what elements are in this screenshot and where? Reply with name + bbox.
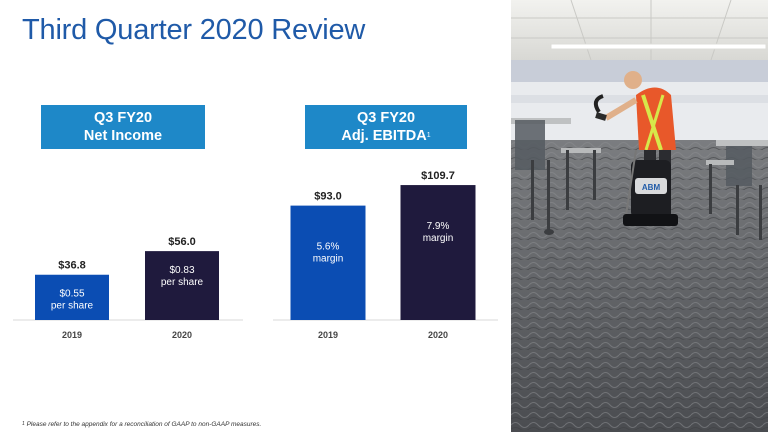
ebitda-inner-label: 5.6% [317, 242, 340, 253]
net-income-inner-label: per share [161, 277, 204, 288]
ebitda-value-label: $109.7 [421, 170, 455, 182]
ebitda-category-label: 2019 [318, 330, 338, 340]
desks-left [511, 118, 601, 235]
janitor-photo: ABM [511, 0, 768, 432]
ebitda-inner-label: 7.9% [427, 221, 450, 232]
footnote: 1 Please refer to the appendix for a rec… [22, 421, 261, 428]
ebitda-header-line2: Adj. EBITDA1 [341, 127, 430, 145]
net-income-bar-2019 [35, 274, 109, 320]
slide-title: Third Quarter 2020 Review [22, 14, 366, 46]
ebitda-value-label: $93.0 [314, 191, 342, 203]
net-income-inner-label: $0.55 [59, 289, 84, 300]
net-income-inner-label: $0.83 [169, 265, 194, 276]
net-income-header-line1: Q3 FY20 [93, 110, 153, 126]
net-income-category-label: 2020 [172, 330, 192, 340]
ebitda-header: Q3 FY20 Adj. EBITDA1 [305, 105, 467, 149]
photo-badge: ABM [642, 183, 661, 192]
net-income-header-line2: Net Income [83, 128, 163, 144]
desks-right [706, 140, 768, 240]
net-income-header: Q3 FY20 Net Income [41, 105, 205, 149]
ebitda-inner-label: margin [313, 254, 344, 265]
ceiling [511, 0, 768, 60]
net-income-value-label: $56.0 [168, 236, 196, 248]
ebitda-header-label: Adj. EBITDA [341, 128, 427, 144]
ebitda-bar-2020 [400, 185, 476, 320]
footnote-marker: 1 [22, 421, 25, 427]
footnote-marker: 1 [426, 132, 431, 139]
net-income-inner-label: per share [51, 301, 94, 312]
ebitda-bar-2019 [290, 205, 366, 320]
ebitda-inner-label: margin [423, 233, 454, 244]
net-income-bar-2020 [145, 251, 219, 320]
ebitda-header-line1: Q3 FY20 [356, 110, 416, 126]
footnote-text: Please refer to the appendix for a recon… [26, 421, 262, 428]
net-income-value-label: $36.8 [58, 260, 86, 272]
net-income-category-label: 2019 [62, 330, 82, 340]
vacuum-cleaner: ABM [623, 149, 678, 226]
ebitda-category-label: 2020 [428, 330, 448, 340]
